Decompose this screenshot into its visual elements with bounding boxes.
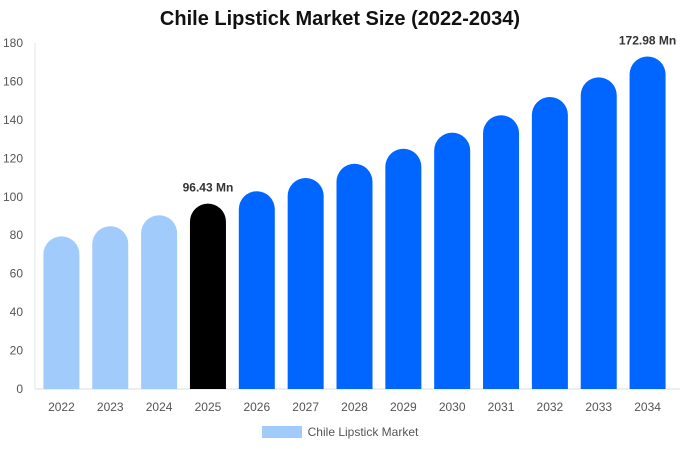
- data-label: 172.98 Mn: [619, 33, 676, 47]
- y-tick-label: 60: [10, 267, 24, 281]
- y-tick-label: 80: [10, 228, 24, 242]
- y-tick-label: 100: [3, 190, 23, 204]
- bar-2023: [92, 226, 129, 389]
- x-tick-label: 2031: [488, 400, 515, 414]
- y-tick-label: 160: [3, 74, 23, 88]
- bar-2029: [385, 148, 422, 389]
- y-tick-label: 140: [3, 113, 23, 127]
- bar-2034: [629, 56, 666, 389]
- bar-2032: [531, 97, 568, 390]
- bar-2027: [287, 177, 324, 389]
- bar-2025: [189, 203, 226, 389]
- data-label: 96.43 Mn: [183, 181, 234, 195]
- x-tick-label: 2032: [537, 400, 564, 414]
- y-tick-label: 180: [3, 36, 23, 50]
- x-tick-label: 2029: [390, 400, 417, 414]
- bar-2031: [483, 115, 520, 389]
- bar-2033: [580, 77, 617, 389]
- y-tick-label: 120: [3, 151, 23, 165]
- x-tick-label: 2024: [146, 400, 173, 414]
- chart-title: Chile Lipstick Market Size (2022-2034): [159, 8, 521, 30]
- x-tick-label: 2034: [634, 400, 661, 414]
- bar-2024: [141, 215, 178, 389]
- y-tick-label: 40: [10, 305, 24, 319]
- x-tick-label: 2028: [341, 400, 368, 414]
- legend-swatch: [261, 426, 302, 438]
- y-tick-label: 0: [16, 382, 23, 396]
- y-tick-label: 20: [10, 344, 24, 358]
- legend-label: Chile Lipstick Market: [307, 425, 419, 439]
- x-tick-label: 2026: [243, 400, 270, 414]
- bar-2028: [336, 163, 373, 389]
- bar-2022: [43, 236, 80, 389]
- bar-2030: [434, 132, 471, 389]
- x-tick-label: 2025: [195, 400, 222, 414]
- legend[interactable]: Chile Lipstick Market: [0, 425, 680, 439]
- x-tick-label: 2023: [97, 400, 124, 414]
- x-tick-label: 2030: [439, 400, 466, 414]
- x-tick-label: 2022: [48, 400, 75, 414]
- x-tick-label: 2027: [292, 400, 319, 414]
- bar-2026: [238, 191, 275, 389]
- x-tick-label: 2033: [585, 400, 612, 414]
